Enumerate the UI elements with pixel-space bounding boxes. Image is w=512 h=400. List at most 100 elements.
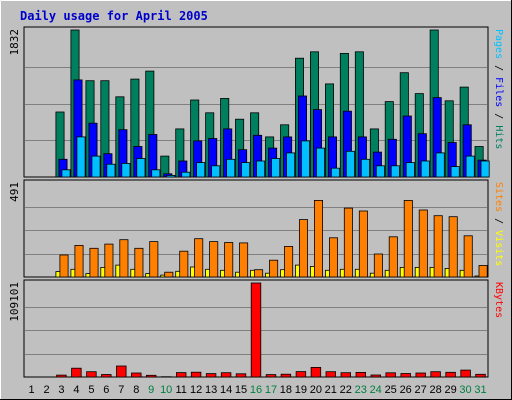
bar-sites-day-18 <box>284 245 294 278</box>
bar-sites-day-31 <box>478 265 488 278</box>
bar-sites-day-4 <box>74 244 84 278</box>
bar-pages-day-10 <box>166 174 176 178</box>
bar-sites-day-13 <box>209 241 219 278</box>
bar-kbytes-day-13 <box>205 373 217 378</box>
bar-kbytes-day-11 <box>175 372 187 378</box>
day-label: 1 <box>28 384 34 396</box>
bar-pages-day-5 <box>91 155 101 178</box>
panel-kbytes-ymax-label: 109101 <box>8 282 21 322</box>
bar-kbytes-day-17 <box>265 374 277 378</box>
series-label-part-3: / <box>493 107 504 125</box>
bar-kbytes-day-21 <box>325 371 337 378</box>
bar-pages-day-16 <box>256 160 266 178</box>
bar-pages-day-6 <box>106 163 116 178</box>
bar-pages-day-25 <box>390 165 400 178</box>
day-label: 7 <box>118 384 124 396</box>
day-label: 12 <box>190 384 202 396</box>
day-label: 5 <box>88 384 94 396</box>
bar-kbytes-day-22 <box>340 372 352 378</box>
day-label: 20 <box>310 384 322 396</box>
bar-pages-day-24 <box>375 165 385 178</box>
bar-pages-day-20 <box>315 147 325 178</box>
series-kbytes <box>56 282 486 378</box>
panel-hits-files-pages: 1832 Pages / Files / Hits <box>8 26 504 178</box>
day-label: 2 <box>43 384 49 396</box>
bar-kbytes-day-20 <box>310 366 322 378</box>
series-label-part-0: Sites <box>493 182 504 212</box>
bar-sites-day-22 <box>343 207 353 278</box>
bar-kbytes-day-16 <box>250 282 262 378</box>
day-label: 23 <box>355 384 367 396</box>
bar-sites-day-12 <box>194 238 204 278</box>
day-label: 13 <box>205 384 217 396</box>
bar-sites-day-25 <box>388 236 398 278</box>
bar-kbytes-day-27 <box>415 372 426 378</box>
panel-kbytes: 109101 KBytes <box>8 279 504 378</box>
bar-sites-day-26 <box>403 199 413 278</box>
day-label: 24 <box>370 384 382 396</box>
bar-kbytes-day-9 <box>145 374 157 378</box>
bar-kbytes-day-28 <box>430 371 441 378</box>
panel-hits-files-pages-bars <box>55 29 490 178</box>
bar-pages-day-26 <box>405 162 415 178</box>
day-label: 16 <box>250 384 262 396</box>
bar-kbytes-day-23 <box>355 371 367 378</box>
day-label: 8 <box>133 384 139 396</box>
day-label: 25 <box>385 384 397 396</box>
day-labels: 1 2 3 4 5 6 7 8 9 10 11 12 13 14 15 16 17 18 19 20 21 22 23 24 2… <box>28 384 486 396</box>
day-label: 19 <box>295 384 307 396</box>
bar-sites-day-14 <box>224 242 234 278</box>
bar-kbytes-day-4 <box>71 367 82 378</box>
bar-sites-day-20 <box>313 199 323 278</box>
bar-sites-day-8 <box>134 247 144 278</box>
bar-pages-day-23 <box>360 158 370 178</box>
bar-sites-day-23 <box>358 210 368 278</box>
series-label-part-1: / <box>493 212 504 230</box>
bar-sites-day-10 <box>164 271 174 278</box>
day-label: 17 <box>265 384 277 396</box>
bar-sites-day-30 <box>463 235 473 278</box>
bar-pages-day-17 <box>271 158 281 178</box>
bar-pages-day-22 <box>345 150 355 178</box>
bar-pages-day-13 <box>211 165 221 178</box>
bar-pages-day-19 <box>300 140 310 178</box>
bar-pages-day-14 <box>226 158 236 178</box>
bar-pages-day-28 <box>435 152 445 178</box>
panel-hits-files-pages-series-label: Pages / Files / Hits <box>493 29 504 149</box>
bar-kbytes-day-31 <box>475 373 486 378</box>
day-label: 3 <box>58 384 64 396</box>
bar-kbytes-day-15 <box>235 373 247 378</box>
bar-sites-day-11 <box>179 250 189 278</box>
series-label-part-0: KBytes <box>493 282 504 318</box>
bar-pages-day-21 <box>330 167 340 178</box>
bar-pages-day-3 <box>61 169 71 178</box>
bar-pages-day-27 <box>420 160 430 178</box>
bar-kbytes-day-6 <box>101 374 112 378</box>
bar-pages-day-11 <box>181 171 191 178</box>
bar-kbytes-day-7 <box>116 365 127 378</box>
day-label: 18 <box>280 384 292 396</box>
bar-kbytes-day-18 <box>280 373 292 378</box>
day-label: 29 <box>444 384 456 396</box>
series-label-part-4: Hits <box>493 125 504 149</box>
bar-sites-day-15 <box>239 242 249 278</box>
day-label: 11 <box>175 384 186 396</box>
bar-kbytes-day-14 <box>220 372 232 378</box>
bar-pages-day-4 <box>76 136 86 178</box>
series-pages <box>61 136 490 178</box>
panel-visits-sites-bars <box>55 199 488 278</box>
bar-pages-day-12 <box>196 162 206 178</box>
bar-kbytes-day-30 <box>460 369 471 378</box>
bar-kbytes-day-24 <box>370 374 382 378</box>
series-label-part-2: Files <box>493 77 504 107</box>
bar-sites-day-27 <box>418 209 428 278</box>
panel-kbytes-series-label: KBytes <box>493 282 504 318</box>
bar-sites-day-6 <box>104 243 114 278</box>
series-label-part-0: Pages <box>493 29 504 59</box>
day-label: 30 <box>459 384 471 396</box>
bar-sites-day-29 <box>448 216 458 278</box>
panel-visits-sites-ymax-label: 491 <box>8 182 21 202</box>
day-label: 9 <box>148 384 154 396</box>
bar-sites-day-21 <box>328 237 338 278</box>
